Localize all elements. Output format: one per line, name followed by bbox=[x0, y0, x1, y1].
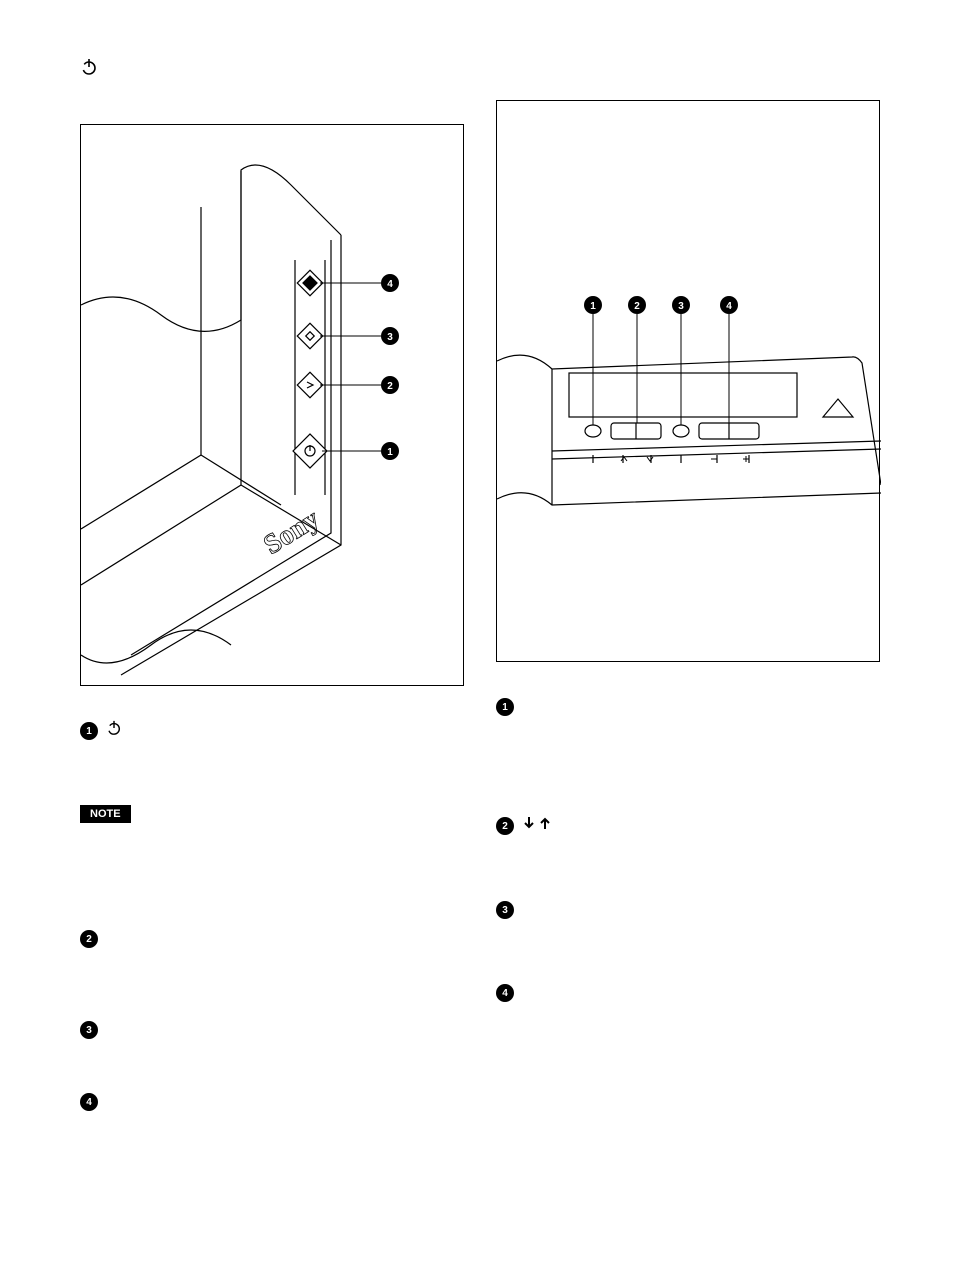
figure-right-callout-2: 2 bbox=[634, 301, 640, 312]
arrow-up-icon bbox=[538, 815, 552, 836]
list-left-item-4: 4 bbox=[80, 1091, 464, 1119]
badge-r2: 2 bbox=[496, 817, 514, 835]
figure-left-callout-3: 3 bbox=[387, 332, 393, 343]
power-icon bbox=[80, 58, 98, 76]
badge-r3: 3 bbox=[496, 901, 514, 919]
list-left-item-1: 1 bbox=[80, 720, 464, 748]
list-right-item-2: 2 bbox=[496, 815, 880, 855]
note-tag: NOTE bbox=[80, 805, 131, 823]
figure-left-callout-1: 1 bbox=[387, 447, 393, 458]
figure-right-callout-4: 4 bbox=[726, 301, 732, 312]
figure-left: 4 3 2 1 Sony bbox=[80, 124, 464, 686]
list-right-item-4: 4 bbox=[496, 982, 880, 1022]
page: 4 3 2 1 Sony bbox=[0, 0, 954, 1274]
badge-1: 1 bbox=[80, 722, 98, 740]
arrow-down-icon bbox=[522, 815, 536, 836]
badge-r1: 1 bbox=[496, 698, 514, 716]
figure-left-callout-4: 4 bbox=[387, 279, 393, 290]
badge-3: 3 bbox=[80, 1021, 98, 1039]
list-left-item-3: 3 bbox=[80, 1019, 464, 1047]
badge-4: 4 bbox=[80, 1093, 98, 1111]
badge-2: 2 bbox=[80, 930, 98, 948]
badge-r4: 4 bbox=[496, 984, 514, 1002]
list-right-item-1: 1 bbox=[496, 696, 880, 752]
list-right-item-3: 3 bbox=[496, 899, 880, 939]
figure-left-callout-2: 2 bbox=[387, 381, 393, 392]
figure-right-callout-1: 1 bbox=[590, 301, 596, 312]
list-left-item-2: 2 bbox=[80, 928, 464, 968]
sony-logo: Sony bbox=[258, 503, 325, 561]
power-icon bbox=[106, 720, 122, 741]
figure-right-callout-3: 3 bbox=[678, 301, 684, 312]
figure-right: 1 2 3 4 bbox=[496, 100, 880, 662]
